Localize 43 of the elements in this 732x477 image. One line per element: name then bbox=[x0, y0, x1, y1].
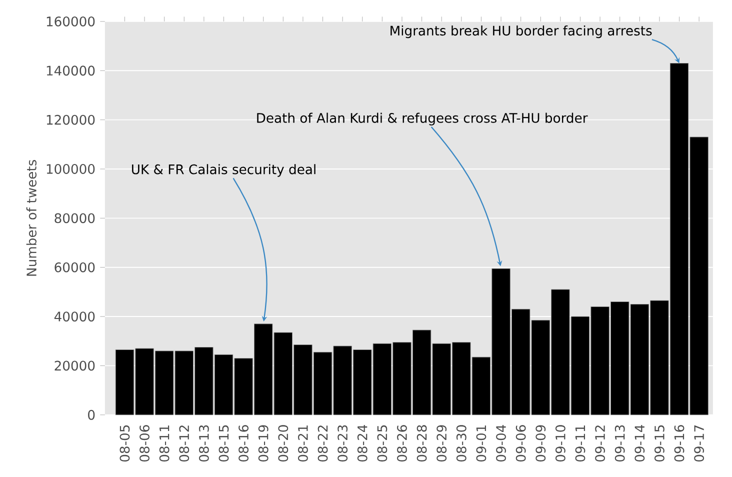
x-tick-label: 08-16 bbox=[238, 425, 249, 462]
x-tick-label: 08-29 bbox=[436, 425, 447, 462]
x-tick-label: 09-15 bbox=[654, 425, 664, 462]
x-tick-label: 09-11 bbox=[575, 426, 586, 462]
y-tick-label: 140000 bbox=[46, 66, 95, 76]
x-tick-label: 08-15 bbox=[218, 425, 229, 462]
y-tick-label: 160000 bbox=[46, 16, 95, 26]
x-tick-label: 08-05 bbox=[120, 425, 130, 462]
x-tick-label: 09-14 bbox=[634, 425, 645, 462]
x-tick-label: 08-11 bbox=[159, 426, 170, 462]
y-tick-label: 60000 bbox=[54, 262, 95, 272]
x-tick-label: 08-30 bbox=[456, 425, 466, 462]
x-tick-label: 08-19 bbox=[258, 425, 268, 462]
y-tick-label: 80000 bbox=[54, 213, 95, 224]
x-tick-label: 08-22 bbox=[318, 426, 328, 462]
annotation: Migrants break HU border facing arrests bbox=[390, 26, 652, 38]
x-tick-label: 08-06 bbox=[140, 425, 150, 462]
x-tick-label: 08-28 bbox=[416, 425, 427, 462]
y-tick-label: 0 bbox=[88, 410, 95, 420]
x-tick-label: 08-21 bbox=[298, 426, 308, 462]
y-tick-label: 40000 bbox=[54, 312, 95, 322]
x-tick-label: 09-09 bbox=[536, 425, 546, 462]
x-tick-label: 09-12 bbox=[595, 426, 605, 462]
x-tick-label: 09-01 bbox=[476, 426, 486, 462]
x-tick-label: 09-04 bbox=[496, 425, 506, 462]
y-tick-label: 20000 bbox=[54, 360, 95, 371]
x-tick-label: 09-13 bbox=[614, 425, 625, 462]
x-tick-label: 08-13 bbox=[198, 425, 209, 462]
y-tick-label: 120000 bbox=[46, 114, 95, 125]
x-tick-label: 08-12 bbox=[179, 426, 190, 462]
annotation: UK & FR Calais security deal bbox=[132, 164, 316, 177]
x-tick-label: 08-24 bbox=[357, 425, 368, 462]
x-tick-label: 08-23 bbox=[338, 425, 348, 462]
x-tick-label: 09-10 bbox=[555, 425, 566, 462]
x-tick-label: 08-20 bbox=[278, 425, 288, 462]
y-axis-title: Number of tweets bbox=[26, 160, 36, 276]
annotation: Death of Alan Kurdi & refugees cross AT-HU border bbox=[257, 112, 588, 126]
y-tick-label: 100000 bbox=[46, 164, 95, 174]
x-tick-label: 09-06 bbox=[516, 425, 526, 462]
x-tick-label: 08-25 bbox=[377, 425, 388, 462]
x-tick-label: 08-26 bbox=[397, 425, 407, 462]
x-tick-label: 09-16 bbox=[674, 425, 684, 462]
x-tick-label: 09-17 bbox=[694, 425, 704, 462]
